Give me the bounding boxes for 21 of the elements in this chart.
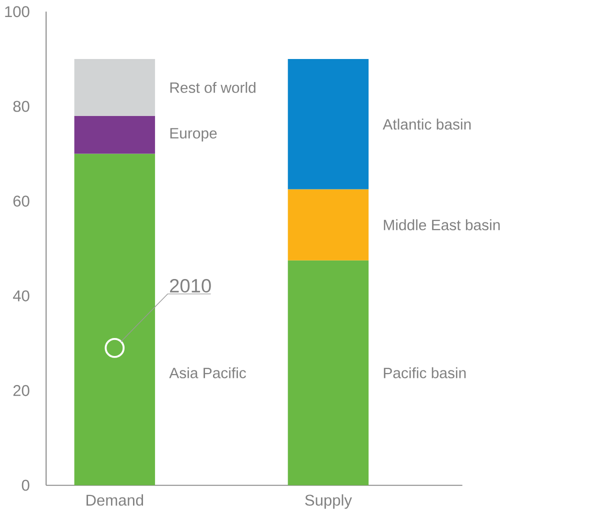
bar <box>74 116 156 154</box>
x-tick-label: Supply <box>305 494 352 509</box>
annotation: Asia Pacific <box>169 367 246 378</box>
bar <box>288 189 369 260</box>
y-tick-label: 80 <box>13 100 30 112</box>
y-tick-label: 40 <box>12 290 30 302</box>
annotation: Europe <box>170 128 217 142</box>
y-tick-label: 60 <box>13 195 30 206</box>
bar <box>74 154 156 486</box>
bar <box>74 58 156 116</box>
y-tick-label: 0 <box>22 480 30 491</box>
bar <box>288 58 369 190</box>
y-tick-label: 100 <box>5 6 30 18</box>
x-tick-label: Demand <box>86 494 144 506</box>
y-tick-label: 20 <box>13 384 30 396</box>
annotation: Pacific basin <box>384 367 466 378</box>
annotation: Middle East basin <box>384 219 500 230</box>
annotation: Rest of world <box>170 82 256 93</box>
annotation: 2010 <box>170 278 211 292</box>
annotation: Atlantic basin <box>382 118 471 130</box>
bar <box>288 260 369 486</box>
